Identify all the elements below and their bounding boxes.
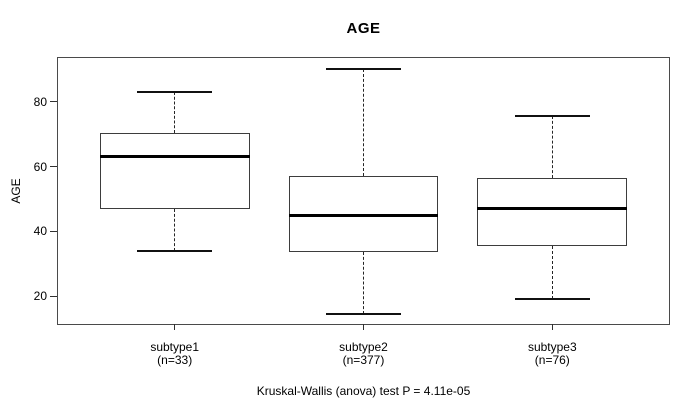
- y-tick-label: 40: [33, 224, 47, 239]
- iqr-box-subtype1: [99, 132, 250, 209]
- whisker-lower: [363, 252, 364, 314]
- median-line-subtype1: [99, 155, 250, 159]
- x-tick-mark: [174, 324, 176, 330]
- y-tick-mark: [50, 295, 57, 297]
- x-tick-mark: [363, 324, 364, 330]
- whisker-cap-upper: [137, 91, 213, 94]
- iqr-box-subtype3: [477, 177, 628, 246]
- whisker-lower: [551, 245, 553, 300]
- whisker-upper: [363, 69, 364, 177]
- y-axis-label: AGE: [9, 178, 23, 204]
- x-group-count: (n=76): [534, 353, 570, 367]
- x-group-label-subtype2: subtype2 (n=377): [274, 341, 454, 367]
- y-tick-mark: [50, 166, 57, 168]
- y-tick-mark: [50, 230, 57, 232]
- y-tick-mark: [50, 101, 57, 103]
- whisker-upper: [174, 92, 176, 133]
- x-group-name: subtype2: [339, 340, 388, 354]
- x-group-label-subtype1: subtype1 (n=33): [85, 341, 265, 367]
- plot-area: 20 40 60 80 subtype1 (n=33) subtype2 (n=377) sub…: [34, 57, 670, 367]
- whisker-cap-lower: [326, 312, 401, 315]
- x-group-count: (n=33): [157, 353, 193, 367]
- y-tick-label: 60: [33, 159, 47, 174]
- y-tick-label: 80: [33, 94, 47, 109]
- x-tick-mark: [551, 324, 553, 330]
- x-group-name: subtype1: [150, 340, 200, 354]
- whisker-upper: [551, 116, 553, 178]
- x-group-label-subtype3: subtype3 (n=76): [462, 341, 642, 367]
- median-line-subtype3: [477, 207, 628, 211]
- x-group-count: (n=377): [342, 353, 385, 367]
- whisker-cap-lower: [514, 298, 590, 301]
- x-group-name: subtype3: [527, 340, 577, 354]
- whisker-lower: [174, 208, 176, 251]
- whisker-cap-lower: [137, 249, 213, 252]
- median-line-subtype2: [288, 213, 439, 217]
- chart-title: AGE: [346, 20, 381, 37]
- stats-caption: Kruskal-Wallis (anova) test P = 4.11e-05: [256, 384, 471, 398]
- y-tick-label: 20: [33, 289, 47, 304]
- whisker-cap-upper: [326, 68, 401, 71]
- whisker-cap-upper: [514, 115, 590, 118]
